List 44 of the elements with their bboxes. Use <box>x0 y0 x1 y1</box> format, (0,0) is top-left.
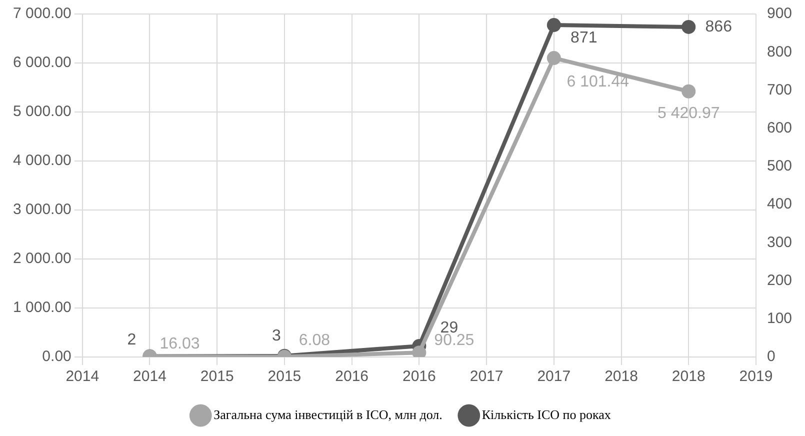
legend-label: Загальна сума інвестицій в ICO, млн дол. <box>214 406 442 422</box>
data-label: 6 101.44 <box>566 73 630 90</box>
x-tick-label: 2016 <box>402 368 436 386</box>
y2-tick-label: 200 <box>766 272 792 289</box>
x-tick-label: 2015 <box>200 368 234 386</box>
data-label: 90.25 <box>434 332 474 349</box>
x-tick-label: 2017 <box>537 368 571 386</box>
y2-tick-label: 800 <box>766 43 792 60</box>
point <box>546 51 561 66</box>
y2-tick-label: 400 <box>766 196 792 213</box>
y-tick-label: 0.00 <box>42 348 72 366</box>
point <box>546 18 561 32</box>
x-tick-label: 2017 <box>470 368 504 386</box>
y-tick-label: 4 000.00 <box>13 152 72 170</box>
y-tick-label: 7 000.00 <box>13 5 72 22</box>
y-tick-label: 3 000.00 <box>13 201 72 218</box>
x-tick-label: 2019 <box>739 368 773 386</box>
y2-tick-label: 0 <box>766 348 776 366</box>
data-label: 866 <box>705 18 732 36</box>
x-tick-label: 2014 <box>133 368 166 386</box>
data-label: 16.03 <box>160 336 200 353</box>
data-label: 2 <box>127 332 136 349</box>
y2-tick-label: 100 <box>766 310 792 328</box>
data-label: 871 <box>570 29 598 46</box>
x-tick-label: 2014 <box>66 368 100 386</box>
data-label: 3 <box>272 327 282 344</box>
y-tick-label: 2 000.00 <box>13 250 72 268</box>
x-tick-label: 2016 <box>335 368 369 386</box>
y2-tick-label: 300 <box>766 234 792 251</box>
x-tick-label: 2015 <box>268 368 302 386</box>
y2-tick-label: 600 <box>766 119 792 136</box>
legend-label: Кількість ICO по роках <box>482 406 612 422</box>
data-label: 6.08 <box>298 332 330 350</box>
y2-tick-label: 500 <box>766 158 792 175</box>
x-tick-label: 2018 <box>672 368 706 386</box>
y-tick-label: 6 000.00 <box>13 54 72 72</box>
y-tick-label: 1 000.00 <box>13 299 72 316</box>
point <box>682 84 696 98</box>
data-label: 5 420.97 <box>657 104 720 122</box>
y2-tick-label: 900 <box>766 5 792 22</box>
point <box>682 20 696 34</box>
y-tick-label: 5 000.00 <box>13 103 72 120</box>
x-tick-label: 2018 <box>604 368 638 386</box>
y2-tick-label: 700 <box>766 81 792 98</box>
